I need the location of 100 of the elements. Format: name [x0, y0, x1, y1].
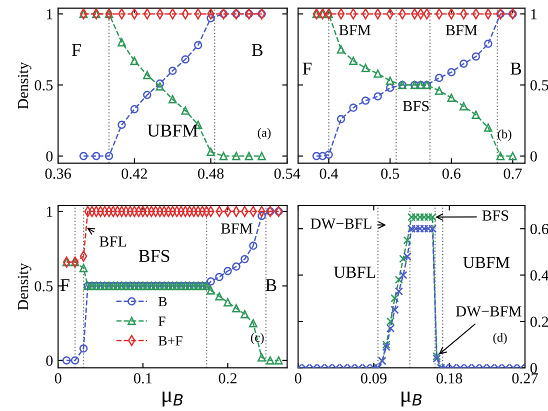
point	[215, 292, 224, 301]
x-axis-title: μ$_{B}$	[162, 392, 183, 407]
point	[62, 356, 71, 365]
annotation: UBFM	[147, 124, 198, 137]
point	[390, 306, 399, 314]
point	[258, 152, 266, 160]
point	[398, 270, 408, 280]
point	[460, 102, 468, 110]
point	[249, 242, 258, 250]
point	[194, 41, 202, 50]
point	[130, 56, 139, 65]
point	[496, 152, 505, 160]
x-tick-label: 0.4	[320, 168, 338, 179]
point	[324, 150, 333, 159]
annotation: BFS	[402, 100, 429, 112]
point	[382, 340, 391, 349]
x-tick-label: 0.09	[360, 373, 386, 384]
point	[104, 152, 114, 160]
point	[434, 86, 444, 95]
annotation: (c)	[250, 332, 264, 344]
point	[386, 76, 394, 85]
x-tick-label: 0.7	[504, 168, 522, 179]
point	[118, 38, 126, 47]
point	[403, 252, 412, 261]
x-tick-label: 0.48	[198, 168, 224, 179]
x-tick-label: 0.5	[381, 168, 400, 179]
point	[447, 94, 456, 102]
annotation: BFS	[482, 210, 508, 221]
y-tick-label: 0.5	[530, 80, 548, 90]
annotation: (a)	[258, 128, 271, 140]
annotation: UBFM	[463, 257, 510, 268]
point	[181, 106, 190, 115]
y-tick-label: 0	[530, 362, 537, 374]
x-tick-label: 0.42	[122, 168, 147, 179]
point	[258, 212, 266, 220]
y-tick-label: 0	[530, 151, 537, 162]
point	[232, 262, 240, 271]
point	[156, 79, 164, 88]
x-tick-label: 0	[54, 373, 62, 384]
point	[274, 356, 283, 365]
x-tick-label: 0.54	[274, 168, 300, 179]
point	[434, 74, 444, 82]
annotation: F	[60, 279, 70, 292]
point	[447, 68, 456, 76]
x-tick-label: 0.36	[45, 168, 71, 179]
point	[206, 14, 215, 22]
point	[70, 356, 80, 365]
point	[484, 40, 492, 48]
point	[224, 266, 232, 276]
point	[206, 277, 215, 286]
legend-label: B	[158, 297, 167, 306]
point	[143, 70, 152, 80]
point	[398, 254, 408, 264]
annotation: (b)	[498, 130, 512, 141]
point	[206, 286, 215, 295]
annotation: BFM	[446, 25, 478, 36]
annotation: BFL	[99, 236, 126, 247]
point	[244, 152, 254, 160]
point	[349, 104, 358, 112]
point	[215, 272, 224, 282]
point	[374, 69, 382, 78]
point	[258, 353, 266, 362]
x-tick-label: 0.27	[512, 373, 538, 384]
x-axis-title: μ$_{B}$	[402, 392, 422, 407]
annotation: DW−BFL	[310, 218, 372, 229]
y-axis-title: Density	[18, 62, 32, 110]
point	[403, 236, 412, 244]
point	[361, 64, 370, 72]
x-tick-label: 0.6	[442, 168, 460, 179]
point	[232, 304, 240, 312]
point	[349, 56, 358, 65]
point	[386, 84, 394, 92]
annotation: (d)	[493, 332, 507, 344]
point	[394, 287, 404, 296]
y-tick-label: 0.6	[530, 224, 548, 234]
point	[168, 95, 177, 104]
annotation: BFS	[138, 250, 170, 262]
legend-label: F	[158, 316, 166, 326]
point	[79, 152, 88, 160]
point	[249, 318, 258, 328]
y-axis-title: Density	[18, 262, 32, 310]
point	[143, 90, 152, 100]
y-tick-label: 1	[531, 9, 537, 20]
point	[118, 120, 126, 129]
point	[336, 45, 346, 54]
y-tick-label: 1	[46, 206, 52, 217]
annotation: UBFL	[334, 266, 376, 278]
annotation: BFM	[221, 224, 252, 234]
point	[318, 152, 327, 160]
point	[472, 52, 480, 61]
annotation: B	[252, 44, 263, 56]
annotation: B	[266, 279, 276, 292]
point	[224, 298, 232, 306]
y-tick-label: 0.5	[34, 281, 53, 292]
point	[484, 123, 492, 132]
point	[336, 114, 346, 124]
point	[361, 96, 370, 105]
y-tick-label: 0	[46, 151, 53, 162]
point	[168, 66, 177, 75]
x-tick-label: 0.18	[436, 373, 462, 384]
